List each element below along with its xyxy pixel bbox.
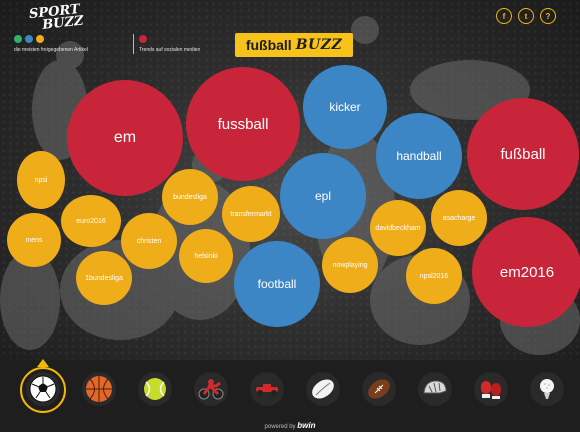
bike-helmet-icon[interactable] <box>418 372 452 406</box>
legend-dot-yellow <box>36 35 44 43</box>
powered-by: powered by bwin <box>264 421 316 430</box>
bubble-nowplaying[interactable]: nowplaying <box>322 237 378 293</box>
bubble-helsinki[interactable]: helsinki <box>179 229 233 283</box>
bubble-em2016[interactable]: em2016 <box>472 217 580 327</box>
bwin-brand[interactable]: bwin <box>297 421 316 430</box>
bubble-euro2016[interactable]: euro2016 <box>61 195 121 247</box>
bubble-npsi[interactable]: npsi <box>17 151 65 209</box>
legend-dot-green <box>14 35 22 43</box>
bubble-epl[interactable]: epl <box>280 153 366 239</box>
bubble-fussball-eszett[interactable]: fußball <box>467 98 579 210</box>
american-football-icon[interactable] <box>362 372 396 406</box>
motorcycle-icon[interactable] <box>194 372 228 406</box>
twitter-icon[interactable]: t <box>518 8 534 24</box>
bubble-davidbeckham[interactable]: davidbeckham <box>370 200 426 256</box>
bubble-bundesliga[interactable]: bundesliga <box>162 169 218 225</box>
tennis-ball-icon[interactable] <box>138 372 172 406</box>
race-car-icon[interactable] <box>250 372 284 406</box>
boxing-gloves-icon[interactable] <box>474 372 508 406</box>
bubble-em[interactable]: em <box>67 80 183 196</box>
rugby-ball-icon[interactable] <box>306 372 340 406</box>
page-title: fußball BUZZ <box>235 33 353 57</box>
legend-dots <box>14 35 44 43</box>
soccer-ball-icon[interactable] <box>26 372 60 406</box>
legend-most-shared-label: die meisten freigegebenen Artikel <box>14 47 88 53</box>
legend-social-trends-label: Trends auf sozialen medien <box>139 47 201 53</box>
bubble-football[interactable]: football <box>234 241 320 327</box>
bubble-1bundesliga[interactable]: 1bundesliga <box>76 251 132 305</box>
legend-dot-red <box>139 35 147 43</box>
bubble-npsl2016[interactable]: npsl2016 <box>406 248 462 304</box>
sportbuzz-logo[interactable]: SPORT BUZZ <box>28 1 85 33</box>
bubble-transfermarkt[interactable]: transfermarkt <box>222 186 280 242</box>
golf-ball-icon[interactable] <box>530 372 564 406</box>
active-sport-ring <box>20 367 66 413</box>
bubble-christen[interactable]: christen <box>121 213 177 269</box>
active-sport-pointer <box>37 359 49 367</box>
legend-divider <box>133 34 134 54</box>
bubble-mens[interactable]: mens <box>7 213 61 267</box>
help-icon[interactable]: ? <box>540 8 556 24</box>
facebook-icon[interactable]: f <box>496 8 512 24</box>
bubble-fussball[interactable]: fussball <box>186 67 300 181</box>
title-part2: BUZZ <box>295 37 343 53</box>
bubble-asacharge[interactable]: asacharge <box>431 190 487 246</box>
bubble-handball[interactable]: handball <box>376 113 462 199</box>
social-links: f t ? <box>496 8 556 24</box>
legend-dot-blue <box>25 35 33 43</box>
title-part1: fußball <box>245 37 292 53</box>
bubble-kicker[interactable]: kicker <box>303 65 387 149</box>
basketball-icon[interactable] <box>82 372 116 406</box>
